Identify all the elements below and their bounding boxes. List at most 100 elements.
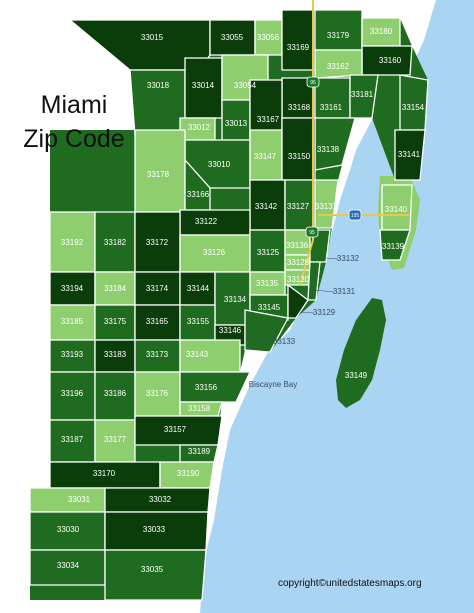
zip-label-33161: 33161 bbox=[320, 103, 343, 112]
zip-label-33158: 33158 bbox=[188, 404, 211, 413]
zip-label-33182: 33182 bbox=[104, 238, 127, 247]
zip-label-33190: 33190 bbox=[177, 469, 200, 478]
zip-label-33170: 33170 bbox=[93, 469, 116, 478]
zip-label-33192: 33192 bbox=[61, 238, 84, 247]
zip-zone-33181 bbox=[349, 74, 379, 119]
zip-label-33126: 33126 bbox=[203, 248, 226, 257]
zip-label-33142: 33142 bbox=[255, 202, 278, 211]
biscayne-bay-label: Biscayne Bay bbox=[249, 380, 297, 389]
zip-label-33056: 33056 bbox=[257, 33, 280, 42]
zip-label-33033: 33033 bbox=[143, 525, 166, 534]
zip-label-33143: 33143 bbox=[186, 350, 209, 359]
zip-label-33189: 33189 bbox=[188, 447, 211, 456]
zip-zone-33150 bbox=[281, 117, 316, 181]
highways: 95 95 195 bbox=[299, 0, 410, 286]
zip-label-33145: 33145 bbox=[258, 303, 281, 312]
zip-label-33140: 33140 bbox=[385, 205, 408, 214]
zip-label-33010: 33010 bbox=[208, 160, 231, 169]
highway-shield-195: 195 bbox=[348, 209, 362, 221]
zip-label-33193: 33193 bbox=[61, 350, 84, 359]
map-title: Miami Zip Code bbox=[14, 88, 134, 156]
zip-label-33035: 33035 bbox=[141, 565, 164, 574]
zip-label-33014: 33014 bbox=[192, 81, 215, 90]
highway-shield-95: 95 bbox=[305, 226, 319, 238]
leader-line bbox=[325, 257, 339, 260]
title-line-1: Miami bbox=[40, 91, 108, 119]
zip-label-33165: 33165 bbox=[146, 317, 169, 326]
zip-label-33150: 33150 bbox=[288, 152, 311, 161]
zip-label-33181: 33181 bbox=[351, 90, 374, 99]
zip-label-33179: 33179 bbox=[327, 31, 350, 40]
zip-label-33178: 33178 bbox=[147, 170, 170, 179]
zip-label-33135: 33135 bbox=[256, 279, 279, 288]
zip-label-33174: 33174 bbox=[146, 284, 169, 293]
zip-label-33175: 33175 bbox=[104, 317, 127, 326]
zip-zones bbox=[29, 9, 429, 601]
zip-label-33166: 33166 bbox=[187, 190, 210, 199]
zip-zone-33129 bbox=[287, 283, 309, 319]
zip-label-33012: 33012 bbox=[188, 123, 211, 132]
zip-zone-33179 bbox=[314, 9, 363, 51]
zip-label-33032: 33032 bbox=[149, 495, 172, 504]
zip-zone-33156 bbox=[179, 371, 252, 403]
zip-label-33157: 33157 bbox=[164, 425, 187, 434]
zip-label-33018: 33018 bbox=[147, 81, 170, 90]
svg-text:95: 95 bbox=[309, 230, 315, 236]
zip-label-33125: 33125 bbox=[257, 248, 280, 257]
zip-label-33167: 33167 bbox=[257, 115, 280, 124]
zip-label-33146: 33146 bbox=[219, 326, 242, 335]
zip-label-33132: 33132 bbox=[337, 254, 360, 263]
svg-text:195: 195 bbox=[351, 213, 360, 219]
zip-zone-33141 bbox=[394, 129, 426, 181]
zip-label-33160: 33160 bbox=[379, 56, 402, 65]
zip-label-33136: 33136 bbox=[286, 241, 309, 250]
zip-label-33173: 33173 bbox=[146, 350, 169, 359]
zip-zone-33035 bbox=[104, 549, 207, 601]
zip-label-33180: 33180 bbox=[370, 27, 393, 36]
zip-label-33133: 33133 bbox=[273, 337, 296, 346]
zip-label-33015: 33015 bbox=[141, 33, 164, 42]
leader-line bbox=[261, 339, 275, 343]
zip-label-33183: 33183 bbox=[104, 350, 127, 359]
zip-labels: 33015 33055 33056 33169 33179 33180 33160 33162… bbox=[57, 27, 425, 574]
zip-label-33030: 33030 bbox=[57, 525, 80, 534]
zip-label-33154: 33154 bbox=[402, 103, 425, 112]
zip-label-33139: 33139 bbox=[382, 242, 405, 251]
zip-label-33168: 33168 bbox=[288, 103, 311, 112]
zip-zone-33133 bbox=[244, 309, 289, 353]
zip-zone-33018 bbox=[129, 69, 186, 136]
zip-label-33176: 33176 bbox=[146, 389, 169, 398]
zip-zone-33139 bbox=[379, 229, 411, 261]
zip-label-33034: 33034 bbox=[57, 561, 80, 570]
zip-label-33138: 33138 bbox=[317, 145, 340, 154]
zip-label-33127: 33127 bbox=[287, 202, 310, 211]
zip-label-33156: 33156 bbox=[195, 383, 218, 392]
zip-label-33130: 33130 bbox=[287, 275, 310, 284]
zip-label-33184: 33184 bbox=[104, 284, 127, 293]
copyright-text: copyright©unitedstatesmaps.org bbox=[278, 578, 422, 589]
zip-label-33137: 33137 bbox=[315, 202, 338, 211]
zip-label-33134: 33134 bbox=[224, 295, 247, 304]
zip-zone-33169 bbox=[281, 9, 316, 71]
zip-label-33162: 33162 bbox=[327, 62, 350, 71]
zip-label-33194: 33194 bbox=[61, 284, 84, 293]
highway-shield-95: 95 bbox=[306, 76, 320, 88]
zip-label-33169: 33169 bbox=[287, 43, 310, 52]
zip-label-33196: 33196 bbox=[61, 389, 84, 398]
zip-label-33144: 33144 bbox=[187, 284, 210, 293]
zip-label-33055: 33055 bbox=[221, 33, 244, 42]
zip-label-33185: 33185 bbox=[61, 317, 84, 326]
zip-label-33155: 33155 bbox=[187, 317, 210, 326]
zip-label-33149: 33149 bbox=[345, 371, 368, 380]
zip-label-33177: 33177 bbox=[104, 435, 127, 444]
zip-label-33031: 33031 bbox=[68, 495, 91, 504]
zip-zone-33138 bbox=[314, 117, 356, 171]
zip-label-33129: 33129 bbox=[313, 308, 336, 317]
zip-label-33013: 33013 bbox=[225, 119, 248, 128]
leader-line bbox=[313, 289, 335, 293]
key-biscayne-island bbox=[336, 298, 386, 408]
zip-label-33128: 33128 bbox=[287, 258, 310, 267]
zip-label-33131: 33131 bbox=[333, 287, 356, 296]
zip-label-33122: 33122 bbox=[195, 217, 218, 226]
